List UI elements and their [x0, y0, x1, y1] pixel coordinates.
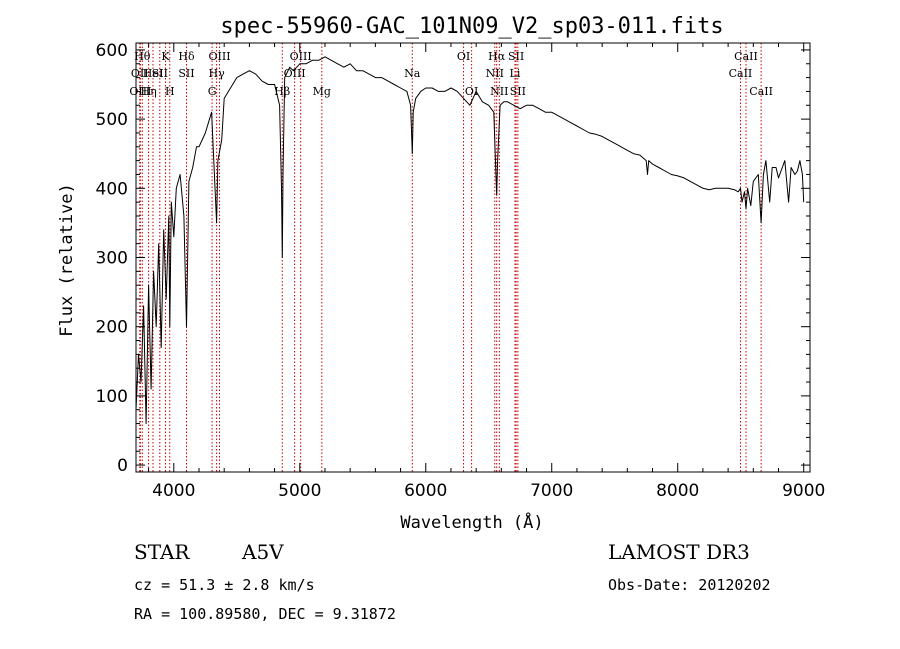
spectral-line-label: H [165, 85, 175, 98]
object-subclass: A5V [241, 540, 284, 564]
object-class: STAR [134, 540, 190, 564]
spectral-line-label: OIII [284, 67, 306, 80]
y-axis-label: Flux (relative) [57, 183, 77, 337]
spectral-line-label: Na [404, 67, 421, 80]
y-tick-label: 500 [96, 110, 128, 130]
flux-line [135, 56, 805, 425]
spectral-line-label: SII [510, 85, 526, 98]
x-tick-label: 7000 [530, 481, 573, 501]
spectral-line-label: OI [457, 50, 470, 63]
spectral-line-label: NII [486, 67, 504, 80]
spectral-line-label: Hη [141, 85, 157, 98]
spectral-line-label: CaII [729, 67, 753, 80]
spectral-line-label: Hθ [134, 50, 151, 63]
spectral-line-label: Li [510, 67, 521, 80]
spectral-line-label: SII [178, 67, 194, 80]
spectral-line-label: G [208, 85, 217, 98]
y-axis-ticks: 0 100 200 300 400 500 600 [96, 41, 810, 476]
x-axis-label: Wavelength (Å) [400, 511, 543, 533]
spectral-line-label: OIII [129, 85, 151, 98]
x-tick-label: 5000 [278, 481, 321, 501]
spectral-line-label: CaII [734, 50, 758, 63]
y-tick-label: 400 [96, 179, 128, 199]
flux-series [135, 56, 805, 425]
y-tick-label: 300 [96, 249, 128, 269]
spectral-line-label: CaII [749, 85, 773, 98]
spectral-line-label: Hγ [209, 67, 226, 80]
x-tick-label: 4000 [152, 481, 195, 501]
spectral-line-label: SII [508, 50, 524, 63]
spectral-line-label: Mg [313, 85, 331, 98]
x-tick-label: 6000 [404, 481, 447, 501]
spectral-line-label: OIII [290, 50, 312, 63]
y-tick-label: 0 [117, 456, 128, 476]
spectral-line-label: NII [490, 85, 508, 98]
plot-frame [135, 42, 811, 473]
y-tick-label: 200 [96, 318, 128, 338]
spectral-line-label: Hδ [178, 50, 195, 63]
spectral-line-markers [139, 43, 762, 472]
x-tick-label: 8000 [656, 481, 699, 501]
spectral-line-label: K [161, 50, 170, 63]
spectral-line-label: Hβ [274, 85, 290, 98]
observation-date: Obs-Date: 20120202 [608, 576, 771, 594]
spectral-line-label: Hα [488, 50, 506, 63]
spectral-line-label: HeI [143, 67, 163, 80]
redshift-readout: cz = 51.3 ± 2.8 km/s [134, 576, 315, 594]
y-tick-label: 100 [96, 387, 128, 407]
chart-title: spec-55960-GAC_101N09_V2_sp03-011.fits [220, 14, 723, 39]
spectral-line-label: OII [131, 67, 149, 80]
coordinates-readout: RA = 100.89580, DEC = 9.31872 [134, 605, 396, 623]
spectral-line-label: OIII [208, 50, 230, 63]
spectral-line-label: SII [152, 67, 168, 80]
x-tick-label: 9000 [782, 481, 825, 501]
survey-name: LAMOST DR3 [608, 540, 750, 564]
x-axis-ticks: 4000 5000 6000 7000 8000 9000 [148, 43, 825, 501]
y-tick-label: 600 [96, 41, 128, 61]
